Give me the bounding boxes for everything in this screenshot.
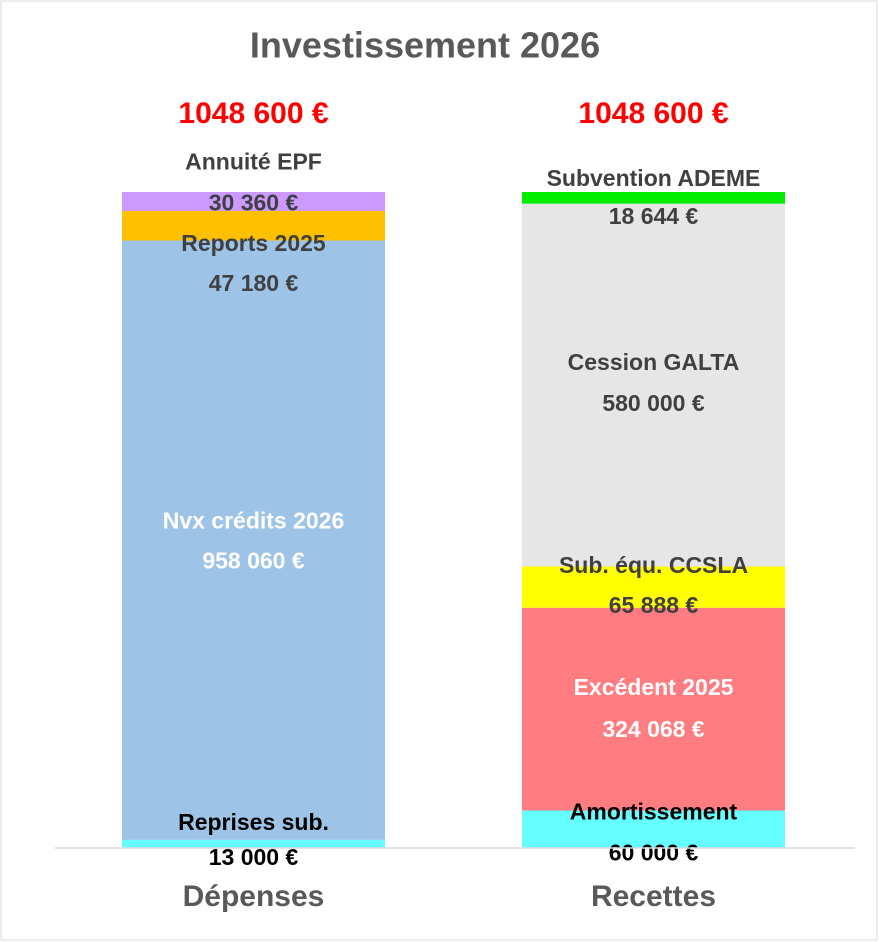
segment-value-label: 580 000 € [602,390,705,416]
segment-value-label: 30 360 € [209,190,299,216]
segment-name: Nvx crédits 2026 [163,507,345,533]
segment-value-label: 324 068 € [602,716,705,742]
bar-segment [522,810,785,848]
total-label: 1048 600 € [578,97,728,130]
bar-segment [522,192,785,204]
segment-name: Subvention ADEME [547,165,761,191]
segment-name: Sub. équ. CCSLA [559,552,748,578]
chart-title: Investissement 2026 [250,25,600,66]
bar-segment [522,203,785,567]
x-tick-label: Dépenses [183,880,325,913]
segment-value-label: 60 000 € [609,839,699,865]
x-tick-label: Recettes [591,880,716,913]
total-label: 1048 600 € [178,97,328,130]
bar-segment [122,192,385,211]
bar-segment [522,607,785,811]
segment-value-label: 18 644 € [609,203,699,229]
segment-name: Reports 2025 [181,230,326,256]
segment-name: Cession GALTA [568,349,740,375]
segment-value-label: 47 180 € [209,270,299,296]
segment-name: Amortissement [570,798,738,824]
segment-value-label: 958 060 € [202,547,305,573]
segment-name: Annuité EPF [185,149,322,175]
bar-segment [122,240,385,840]
segment-name: Excédent 2025 [574,674,734,700]
segment-value-label: 65 888 € [609,592,699,618]
bar-segment [122,839,385,848]
bar-segment [522,566,785,608]
segment-name: Reprises sub. [178,809,329,835]
bar-segment [122,210,385,241]
